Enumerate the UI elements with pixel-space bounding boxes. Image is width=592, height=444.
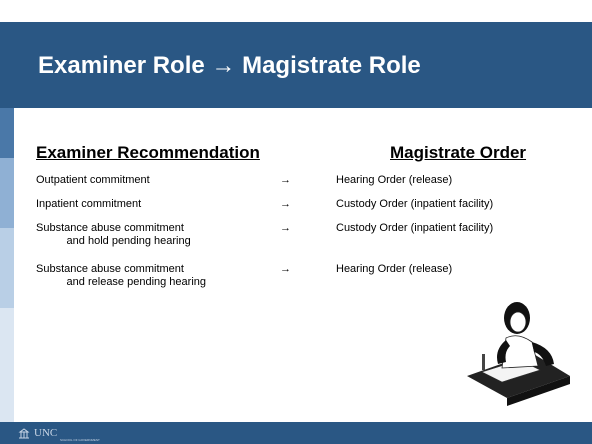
title-banner: [0, 22, 592, 108]
footer-subtitle: SCHOOL OF GOVERNMENT: [60, 438, 100, 442]
cell: Outpatient commitment: [36, 174, 150, 186]
column-header: Examiner Recommendation: [36, 143, 260, 162]
cell: Substance abuse commitment and release p…: [36, 263, 207, 288]
side-stripe: [0, 308, 14, 422]
footer-logo: UNC: [34, 427, 58, 439]
slide-title: Examiner Role → Magistrate Role: [38, 52, 421, 79]
cell: Hearing Order (release): [336, 263, 453, 275]
cell: Custody Order (inpatient facility): [336, 222, 494, 234]
arrow: →: [280, 222, 291, 234]
side-stripe: [0, 108, 14, 158]
column-header: Magistrate Order: [390, 143, 527, 162]
cell: Custody Order (inpatient facility): [336, 198, 494, 210]
arrow: →: [280, 198, 291, 210]
side-stripe: [0, 158, 14, 228]
arrow: →: [280, 174, 291, 186]
cell: Hearing Order (release): [336, 174, 453, 186]
side-stripe: [0, 228, 14, 308]
logo-icon: [18, 428, 30, 439]
clipart: [467, 302, 570, 406]
cell: Substance abuse commitment and hold pend…: [36, 222, 191, 247]
footer-bar: [0, 422, 592, 444]
arrow: →: [280, 263, 291, 275]
cell: Inpatient commitment: [36, 198, 142, 210]
